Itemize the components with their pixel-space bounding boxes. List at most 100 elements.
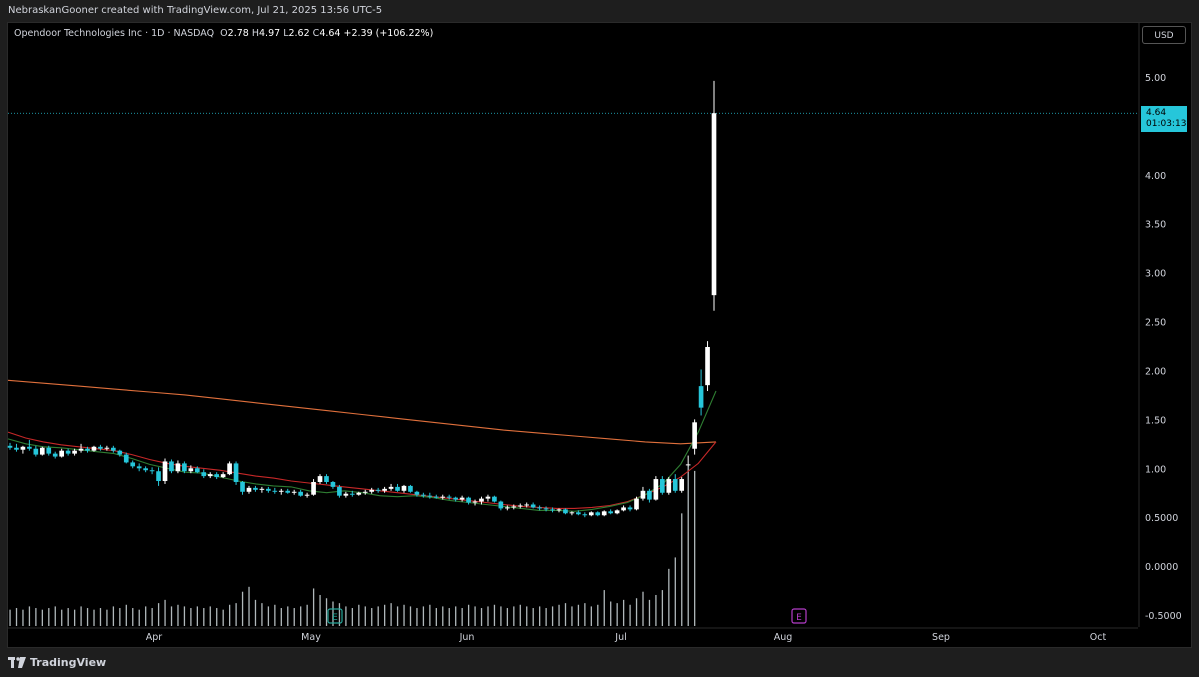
candle-body [20,446,26,450]
moving-average-long-line [7,379,717,445]
candle-body [7,445,13,448]
volume-bar [480,608,483,626]
volume-bar [571,606,573,626]
candle-body [169,461,174,472]
volume-bar [371,608,373,626]
price-tick-label: 5.00 [1145,73,1166,84]
candlesticks [7,80,717,518]
currency-button[interactable]: USD [1142,26,1186,44]
candle-body [91,446,97,451]
candle-body [634,498,639,510]
candle-body [588,512,594,516]
candle [285,488,291,494]
candle-body [479,498,484,502]
candle [188,465,194,474]
volume-bar [416,608,418,626]
candle [388,483,394,491]
candle [679,477,685,493]
candle-body [175,463,181,472]
candle [91,445,97,452]
volume-bar [203,608,205,626]
candle-body [711,113,717,296]
candle-body [543,508,549,510]
candle-body [72,450,77,454]
candle-body [388,486,394,489]
candle-body [556,509,562,511]
candle-body [227,463,232,475]
earnings-marker-past[interactable]: E [327,608,343,624]
candle [421,492,426,498]
candle [72,448,77,456]
candle [330,481,336,489]
volume-bar [687,466,689,626]
candle-body [272,490,278,492]
volume-bar [261,603,263,626]
candle-body [156,471,161,482]
candle [246,485,252,494]
volume-bar [461,608,463,626]
candle [414,490,420,497]
candle [653,476,659,501]
candle [492,495,497,503]
volume-bar [319,594,321,626]
volume-bar [312,588,315,626]
candle-body [627,507,633,510]
time-tick-label: Oct [1090,632,1107,643]
volume-bar [22,609,24,626]
candle [672,474,678,493]
volume-bar [409,606,412,626]
candle-body [459,497,465,500]
candle-body [608,511,613,514]
candle-body [705,347,710,386]
volume-bar [590,606,592,626]
candle [485,494,491,502]
candle [621,505,626,512]
price-tick-label: -0.5000 [1145,611,1182,622]
time-tick-label: Jun [459,632,475,643]
candle-body [220,474,226,478]
volume-bar [280,608,282,626]
candle [692,419,697,455]
candle [162,458,168,484]
candle [324,474,329,484]
volume-bar [293,608,295,626]
volume-bar [403,604,405,626]
candle [446,494,452,500]
chart-frame[interactable] [7,22,1192,648]
candle [266,486,271,493]
open-value: 2.78 [227,28,249,39]
candle [433,494,439,499]
candle-body [524,504,530,506]
candle [530,502,536,509]
volume-bar [332,601,334,626]
candle-body [375,489,381,491]
volume-bar [526,606,528,626]
volume-bar [248,586,250,626]
candle [459,495,465,502]
candle [59,448,64,458]
volume-bar [364,606,366,626]
time-axis: Apr May Jun Jul Aug Sep Oct [146,632,1107,643]
earnings-marker-upcoming[interactable]: E [791,608,807,624]
high-value: 4.97 [259,28,281,39]
tradingview-brand: TradingView [30,656,107,669]
candle [608,509,613,515]
earnings-marker-label: E [332,613,338,623]
price-tick-label: 4.00 [1145,171,1166,182]
volume-bar [306,604,308,626]
moving-averages [7,379,717,512]
volume-bar [610,601,612,626]
candle-body [492,496,497,502]
volume-bar [545,608,547,626]
candle-body [421,494,426,496]
volume-bar [681,513,683,626]
candle [440,494,446,500]
tradingview-logo[interactable]: TradingView [8,656,106,669]
earnings-marker-label: E [796,613,802,623]
candle-body [466,497,471,503]
price-tick-label: 0.5000 [1145,513,1178,524]
candle [65,448,71,456]
candle-body [343,493,349,496]
price-chart[interactable]: 5.004.504.003.503.002.502.001.501.000.50… [0,0,1199,649]
candle [7,442,13,450]
